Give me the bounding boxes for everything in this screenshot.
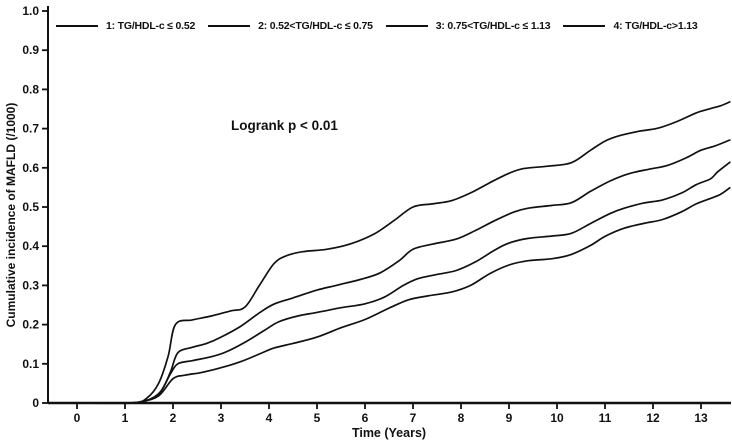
y-tick-label: 0.3 [22,278,39,292]
logrank-annotation: Logrank p < 0.01 [231,118,338,133]
y-tick-label: 0.7 [22,122,39,136]
legend-item-4: 4: TG/HDL-c>1.13 [563,20,698,32]
legend-line-icon [563,25,606,27]
y-axis-title: Cumulative incidence of MAFLD (/1000) [4,102,18,328]
x-tick-label: 2 [170,411,177,425]
x-tick-label: 8 [458,411,465,425]
y-tick-label: 0 [32,396,39,410]
legend-item-2: 2: 0.52<TG/HDL-c ≤ 0.75 [208,20,373,32]
x-axis-title: Time (Years) [351,426,427,440]
legend-label: 2: 0.52<TG/HDL-c ≤ 0.75 [258,20,373,32]
x-tick-label: 12 [646,411,660,425]
y-tick-label: 0.8 [22,82,39,96]
y-tick-label: 0.4 [22,239,39,253]
legend-label: 4: TG/HDL-c>1.13 [613,20,698,32]
legend: 1: TG/HDL-c ≤ 0.52 2: 0.52<TG/HDL-c ≤ 0.… [56,20,698,32]
x-tick-label: 6 [362,411,369,425]
curve-group-2 [80,161,731,404]
y-tick-label: 0.9 [22,43,39,57]
x-tick-label: 0 [74,411,81,425]
x-tick-label: 5 [314,411,321,425]
x-tick-label: 9 [506,411,513,425]
y-tick-label: 0.6 [22,161,39,175]
x-tick-label: 3 [218,411,225,425]
y-tick-label: 1.0 [22,4,39,18]
legend-line-icon [56,25,98,27]
curve-group-3 [80,139,731,405]
x-tick-label: 1 [122,411,129,425]
legend-item-3: 3: 0.75<TG/HDL-c ≤ 1.13 [385,20,551,32]
x-tick-label: 10 [550,411,564,425]
y-tick-label: 0.2 [22,318,39,332]
legend-item-1: 1: TG/HDL-c ≤ 0.52 [56,20,195,32]
legend-line-icon [208,25,251,27]
legend-label: 1: TG/HDL-c ≤ 0.52 [106,20,196,32]
legend-line-icon [385,25,428,27]
curve-group-4 [80,101,731,405]
x-tick-label: 4 [266,411,273,425]
y-tick-label: 0.5 [22,200,39,214]
x-tick-label: 7 [410,411,417,425]
y-tick-label: 0.1 [22,357,39,371]
legend-label: 3: 0.75<TG/HDL-c ≤ 1.13 [435,20,551,32]
x-tick-label: 11 [599,411,612,425]
x-tick-label: 13 [694,411,708,425]
curve-group-1 [80,186,731,404]
